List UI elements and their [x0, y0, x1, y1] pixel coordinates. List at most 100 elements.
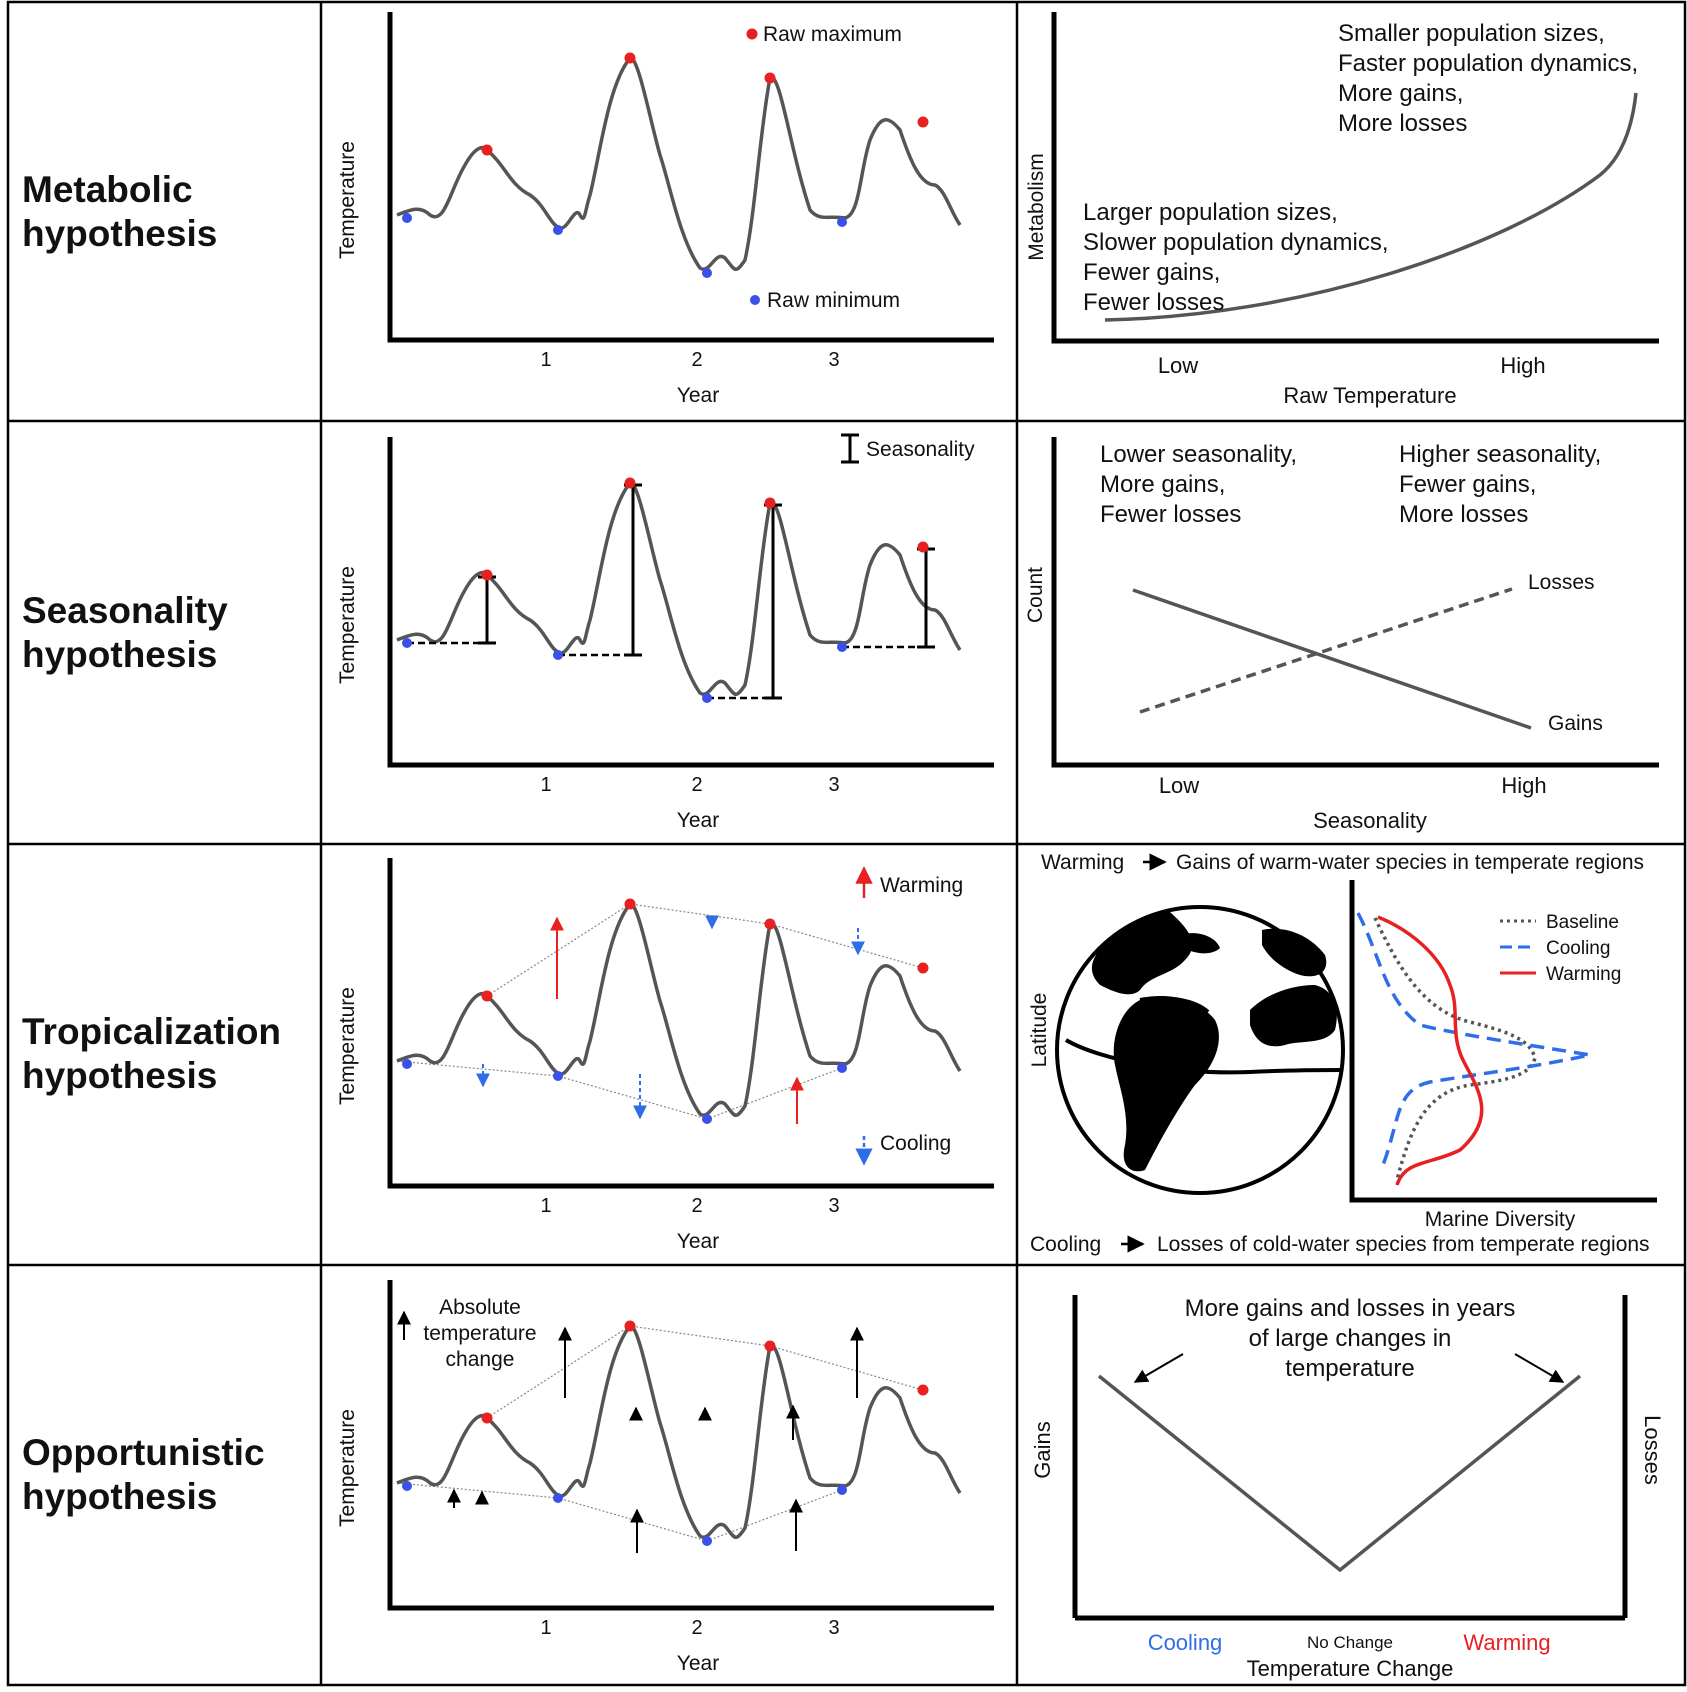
- axes: [1051, 12, 1659, 344]
- diversity-axes: [1349, 880, 1657, 1203]
- min-envelope: [396, 1060, 843, 1120]
- metabolism-ylabel: Metabolism: [1025, 153, 1048, 260]
- temperature-curve: [396, 56, 962, 271]
- year-tick-2: 2: [691, 774, 702, 796]
- svg-text:Lower seasonality,: Lower seasonality,: [1100, 441, 1297, 468]
- svg-text:Higher seasonality,: Higher seasonality,: [1399, 441, 1601, 468]
- tropicalization-right-panel: Warming Gains of warm-water species in t…: [1028, 851, 1657, 1256]
- v-shaped-line: [1097, 1374, 1582, 1573]
- metabolism-curve: [1104, 92, 1638, 322]
- svg-text:Slower population dynamics,: Slower population dynamics,: [1083, 229, 1389, 256]
- raw-minimum-point: [702, 268, 712, 278]
- temperature-curve: [396, 1324, 962, 1539]
- raw-minimum-point: [702, 693, 712, 703]
- losses-label: Losses: [1528, 571, 1595, 594]
- gains-ylabel: Gains: [1030, 1421, 1055, 1478]
- high-seasonality-text: Higher seasonality, Fewer gains, More lo…: [1399, 441, 1601, 528]
- year-tick-3: 3: [828, 1195, 839, 1217]
- raw-maximum-point: [624, 52, 636, 64]
- svg-text:Fewer losses: Fewer losses: [1100, 501, 1241, 528]
- seasonality-legend: Seasonality: [866, 438, 975, 461]
- svg-text:More losses: More losses: [1338, 110, 1467, 137]
- svg-text:Baseline: Baseline: [1546, 912, 1619, 933]
- top-warming-label: Warming: [1041, 851, 1124, 874]
- raw-minimum-point: [702, 1114, 712, 1124]
- cooling-legend: Cooling: [880, 1132, 951, 1155]
- year-xlabel: Year: [677, 384, 719, 407]
- temperature-ylabel: Temperature: [336, 987, 359, 1105]
- temperature-panels: 1 2 3 Year Temperature Raw maximum Raw minimum…: [336, 12, 994, 1675]
- temperature-ylabel: Temperature: [336, 141, 359, 259]
- seasonality-right-panel: Losses Gains Count Low High Seasonality …: [1024, 437, 1659, 833]
- svg-text:of large changes in: of large changes in: [1249, 1325, 1452, 1352]
- absolute-change-legend: change: [446, 1348, 515, 1371]
- bottom-losses-label: Losses of cold-water species from temper…: [1157, 1233, 1650, 1256]
- svg-text:Fewer gains,: Fewer gains,: [1083, 259, 1220, 286]
- raw-maximum-point: [481, 990, 493, 1002]
- max-envelope: [486, 1325, 924, 1419]
- temperature-ylabel: Temperature: [336, 566, 359, 684]
- metabolic-title: Metabolic hypothesis: [22, 169, 218, 254]
- x-cooling-label: Cooling: [1148, 1630, 1223, 1655]
- year-tick-2: 2: [691, 349, 702, 371]
- high-metabolism-text: Smaller population sizes, Faster populat…: [1338, 20, 1638, 137]
- temperature-panel-3: 1 2 3 Year Temperature Warming Cooling: [336, 858, 994, 1253]
- globe-icon: [1055, 905, 1345, 1195]
- raw-maximum-point: [764, 1340, 776, 1352]
- raw-minimum-point: [837, 217, 847, 227]
- year-tick-1: 1: [540, 1195, 551, 1217]
- year-tick-3: 3: [828, 349, 839, 371]
- svg-text:Cooling: Cooling: [1546, 938, 1610, 959]
- warming-legend: Warming: [880, 874, 963, 897]
- seasonality-xlabel: Seasonality: [1313, 808, 1427, 833]
- gains-line: [1132, 588, 1532, 730]
- temperature-ylabel: Temperature: [336, 1409, 359, 1527]
- seasonality-title: Seasonality hypothesis: [22, 590, 228, 675]
- x-low-label: Low: [1158, 353, 1198, 378]
- raw-minimum-point: [702, 1536, 712, 1546]
- svg-text:More losses: More losses: [1399, 501, 1528, 528]
- raw-maximum-legend: Raw maximum: [763, 23, 902, 46]
- bottom-cooling-label: Cooling: [1030, 1233, 1101, 1256]
- raw-maximum-point: [764, 497, 776, 509]
- x-nochange-label: No Change: [1307, 1633, 1393, 1652]
- raw-maximum-point: [481, 1412, 493, 1424]
- temperature-curve: [396, 481, 962, 696]
- absolute-change-legend: temperature: [423, 1322, 536, 1345]
- year-xlabel: Year: [677, 1652, 719, 1675]
- absolute-change-legend: Absolute: [439, 1296, 521, 1319]
- svg-text:Fewer gains,: Fewer gains,: [1399, 471, 1536, 498]
- cooling-curve: [1356, 912, 1591, 1166]
- raw-minimum-point: [553, 650, 563, 660]
- losses-ylabel: Losses: [1640, 1415, 1665, 1485]
- year-tick-1: 1: [540, 1617, 551, 1639]
- raw-maximum-point: [624, 477, 636, 489]
- temperature-curve: [396, 902, 962, 1117]
- raw-minimum-point: [553, 1071, 563, 1081]
- low-metabolism-text: Larger population sizes, Slower populati…: [1083, 199, 1389, 316]
- raw-minimum-point: [402, 1481, 412, 1491]
- table-grid: [6, 0, 1687, 1687]
- x-low-label: Low: [1159, 773, 1199, 798]
- marine-diversity-xlabel: Marine Diversity: [1425, 1208, 1576, 1231]
- latitude-ylabel: Latitude: [1028, 993, 1051, 1068]
- tropicalization-title: Tropicalization hypothesis: [22, 1011, 282, 1096]
- year-tick-2: 2: [691, 1195, 702, 1217]
- min-envelope: [396, 1482, 843, 1542]
- warming-curve: [1377, 915, 1484, 1186]
- low-seasonality-text: Lower seasonality, More gains, Fewer los…: [1100, 441, 1297, 528]
- year-xlabel: Year: [677, 1230, 719, 1253]
- svg-text:Smaller population sizes,: Smaller population sizes,: [1338, 20, 1605, 47]
- year-tick-3: 3: [828, 1617, 839, 1639]
- axes: [1051, 437, 1659, 768]
- svg-text:More gains,: More gains,: [1338, 80, 1463, 107]
- raw-minimum-point: [837, 1063, 847, 1073]
- year-tick-3: 3: [828, 774, 839, 796]
- raw-minimum-point: [837, 642, 847, 652]
- svg-text:More gains,: More gains,: [1100, 471, 1225, 498]
- annotation-text: More gains and losses in years of large …: [1185, 1295, 1516, 1382]
- svg-text:Fewer losses: Fewer losses: [1083, 289, 1224, 316]
- raw-minimum-point: [837, 1485, 847, 1495]
- raw-minimum-point: [402, 1059, 412, 1069]
